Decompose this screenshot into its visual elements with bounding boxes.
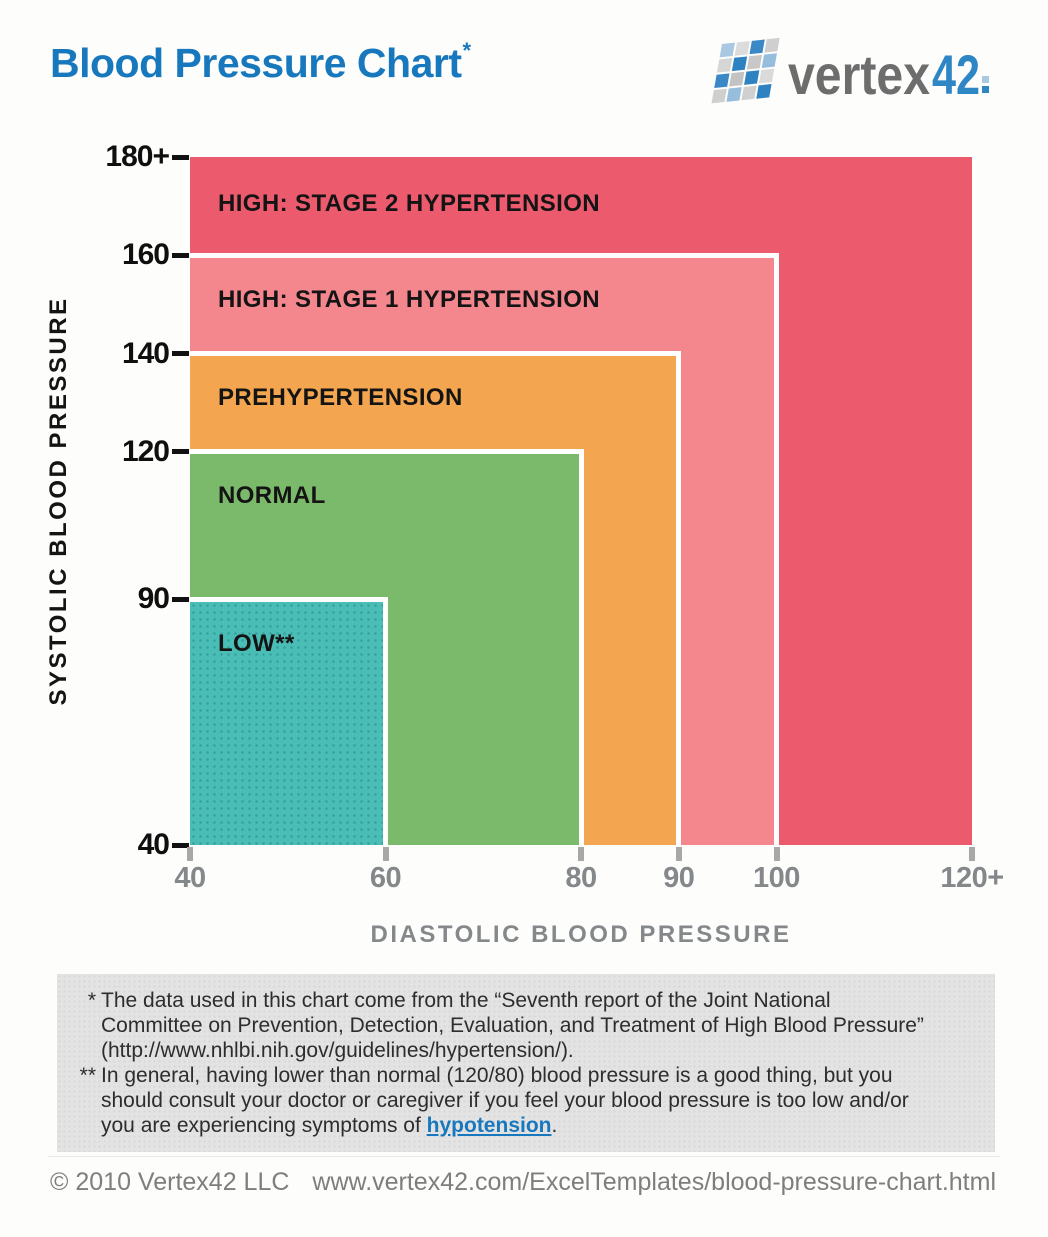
plot-area: HIGH: STAGE 2 HYPERTENSION HIGH: STAGE 1 … xyxy=(105,140,1004,894)
footnote-2-text: In general, having lower than normal (12… xyxy=(101,1064,909,1137)
x-tick-60 xyxy=(382,847,389,861)
y-tick-90 xyxy=(172,596,189,602)
x-tick-120 xyxy=(969,847,975,861)
zone-rect-low xyxy=(190,596,388,845)
logo-dot-blue xyxy=(982,86,989,93)
vertex42-logo: vertex 42 xyxy=(710,24,992,108)
x-tick-label-100: 100 xyxy=(753,862,800,894)
y-tick-label-120: 120 xyxy=(121,434,170,468)
x-tick-100 xyxy=(773,847,780,861)
zone-label-normal: NORMAL xyxy=(218,482,326,510)
y-tick-180 xyxy=(172,154,189,160)
x-axis-title: DIASTOLIC BLOOD PRESSURE xyxy=(370,921,792,948)
y-tick-160 xyxy=(172,252,189,258)
title-asterisk: * xyxy=(462,38,472,64)
logo-mosaic-icon xyxy=(711,37,780,104)
copyright-text: © 2010 Vertex42 LLC xyxy=(50,1168,290,1196)
x-tick-label-60: 60 xyxy=(369,862,402,894)
y-tick-label-180: 180+ xyxy=(105,140,170,173)
zone-label-high-stage-2-hypertension: HIGH: STAGE 2 HYPERTENSION xyxy=(218,190,601,217)
vertex42-logo-svg: vertex 42 xyxy=(711,37,989,106)
page-title: Blood Pressure Chart* xyxy=(50,38,472,87)
x-tick-90 xyxy=(675,847,682,861)
footer-url: www.vertex42.com/ExcelTemplates/blood-pr… xyxy=(312,1168,996,1196)
page-title-text: Blood Pressure Chart xyxy=(50,40,462,86)
x-tick-40 xyxy=(187,847,193,861)
x-tick-label-120: 120+ xyxy=(940,862,1004,894)
footnotes-box: * The data used in this chart come from t… xyxy=(57,974,995,1152)
y-tick-label-40: 40 xyxy=(137,828,170,861)
footnote-1-marker: * xyxy=(87,989,96,1012)
zone-label-high-stage-1-hypertension: HIGH: STAGE 1 HYPERTENSION xyxy=(218,285,601,313)
x-tick-80 xyxy=(578,847,584,861)
zone-label-low: LOW** xyxy=(218,629,295,657)
y-tick-label-90: 90 xyxy=(137,582,170,616)
footnote-1-text: The data used in this chart come from th… xyxy=(101,989,924,1062)
y-tick-label-160: 160 xyxy=(121,238,170,272)
x-tick-label-90: 90 xyxy=(663,862,695,894)
footer-divider xyxy=(48,1156,1000,1157)
y-tick-40 xyxy=(172,842,189,848)
footnote-2-marker: ** xyxy=(79,1064,96,1087)
logo-text-vertex: vertex xyxy=(788,43,930,106)
footnote-2: ** In general, having lower than normal (… xyxy=(80,1063,937,1138)
y-tick-140 xyxy=(172,351,189,357)
zone-label-prehypertension: PREHYPERTENSION xyxy=(218,384,463,412)
y-tick-120 xyxy=(172,449,189,455)
x-tick-label-40: 40 xyxy=(174,862,206,894)
logo-dot-light xyxy=(982,76,989,83)
y-tick-label-140: 140 xyxy=(121,336,170,370)
footnote-2-text-end: . xyxy=(551,1114,558,1137)
x-tick-label-80: 80 xyxy=(565,862,597,894)
hypotension-link[interactable]: hypotension xyxy=(426,1114,552,1137)
footnote-1: * The data used in this chart come from t… xyxy=(88,988,937,1063)
logo-text-42: 42 xyxy=(932,43,980,106)
y-axis-title: SYSTOLIC BLOOD PRESSURE xyxy=(45,296,72,706)
